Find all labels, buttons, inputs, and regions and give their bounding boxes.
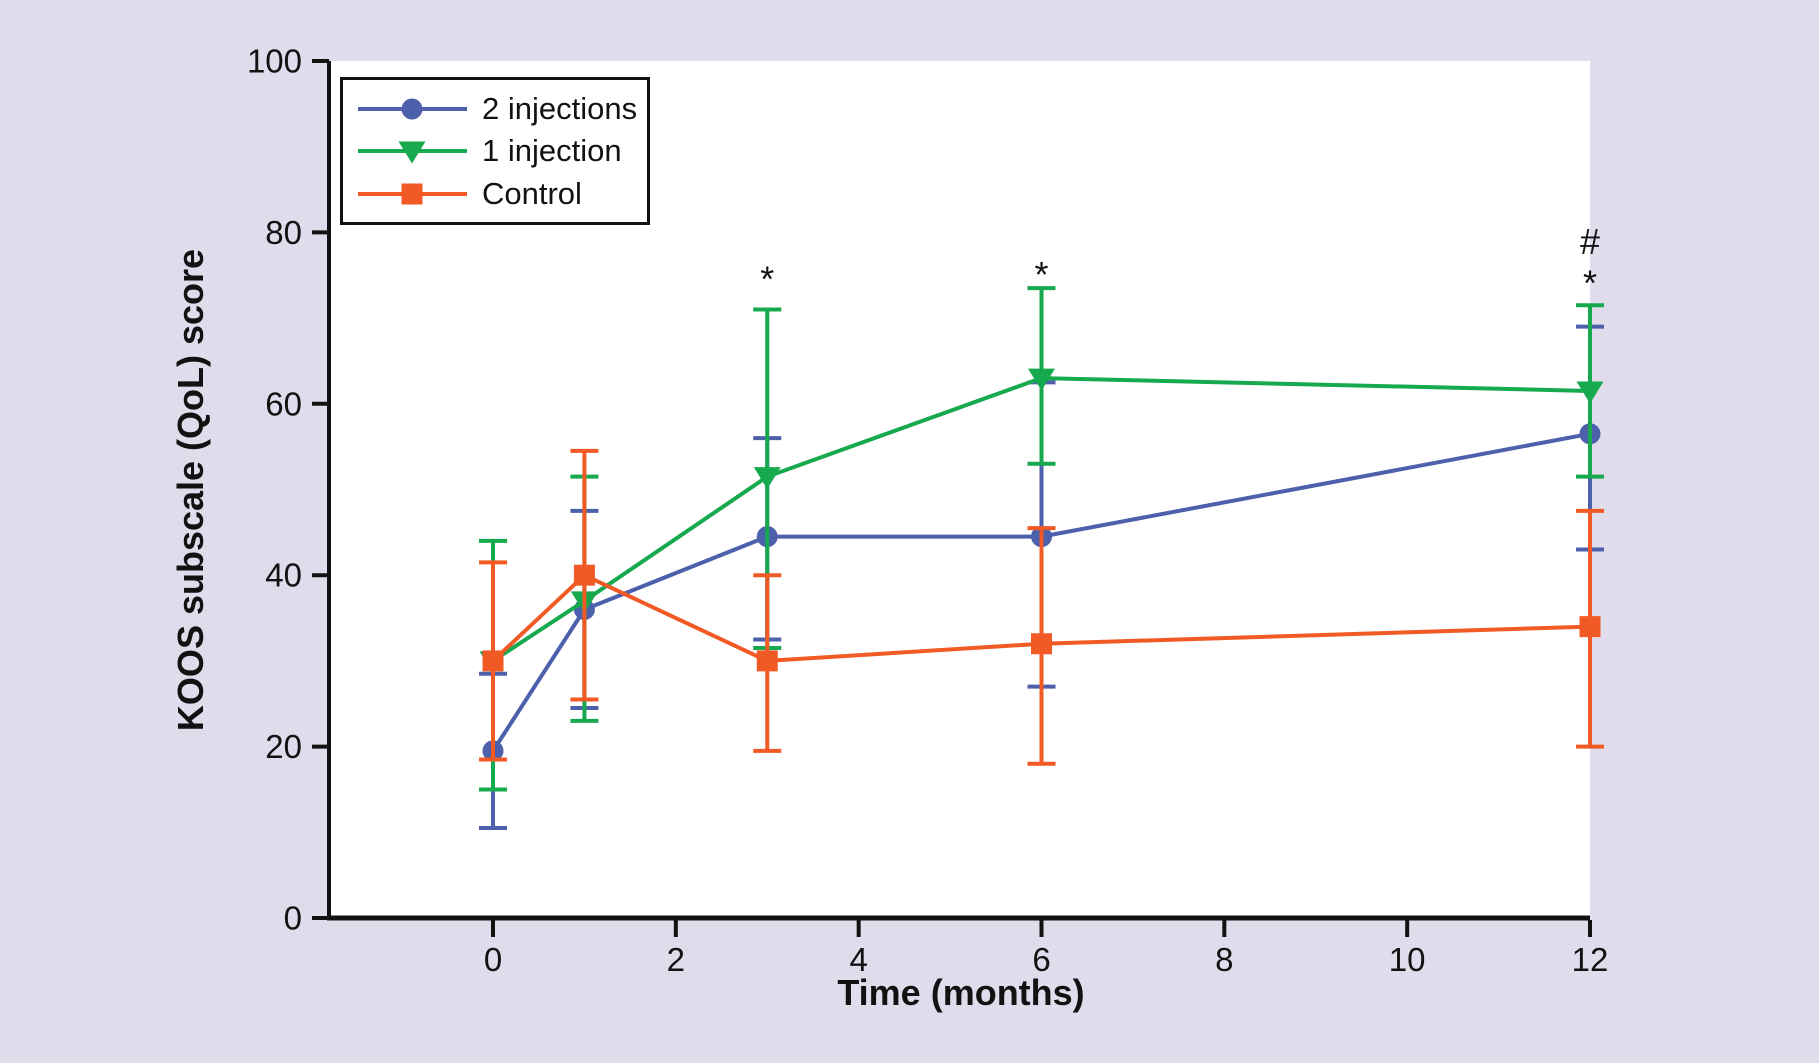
y-axis-title: KOOS subscale (QoL) score (170, 249, 211, 731)
marker-triangle-down (1028, 368, 1055, 391)
y-tick-label: 100 (247, 43, 302, 80)
legend-marker-2-injections-icon (358, 98, 467, 119)
legend: 2 injections 1 injection Control (340, 77, 650, 225)
legend-marker-control-icon (358, 183, 467, 204)
legend-marker-1-injection-icon (358, 141, 467, 164)
legend-label-control: Control (482, 175, 582, 211)
legend-item-1-injection: 1 injection (355, 133, 639, 169)
annotation-asterisk: * (1583, 263, 1597, 304)
x-tick-label: 4 (849, 941, 867, 978)
x-tick-label: 0 (484, 941, 502, 978)
legend-label-2-injections: 2 injections (482, 90, 638, 126)
x-tick-label: 2 (667, 941, 685, 978)
annotations-layer: * *#* (760, 221, 1600, 304)
marker-square (756, 650, 778, 672)
annotation-asterisk: * (760, 258, 774, 299)
marker-square (1579, 616, 1601, 638)
x-tick-label: 12 (1572, 941, 1609, 978)
marker-triangle-down (753, 467, 781, 490)
axes: 0 20 40 60 80 100 0 2 4 6 8 10 12 (247, 43, 1608, 979)
marker-square (1031, 633, 1052, 655)
legend-item-2-injections: 2 injections (355, 91, 639, 127)
marker-square (482, 650, 504, 672)
y-tick-label: 80 (265, 214, 302, 251)
marker-square (401, 183, 423, 204)
legend-label-1-injection: 1 injection (482, 133, 622, 168)
y-tick-label: 60 (265, 385, 302, 422)
marker-circle (401, 98, 423, 119)
series-layer (479, 286, 1604, 831)
annotation-asterisk: * (1034, 254, 1048, 295)
y-tick-label: 20 (265, 728, 302, 765)
marker-triangle-down (398, 141, 426, 164)
legend-item-control: Control (355, 176, 639, 212)
series-control (479, 448, 1604, 766)
x-axis-title: Time (months) (837, 972, 1084, 1013)
y-tick-label: 40 (265, 557, 302, 594)
y-tick-label: 0 (284, 900, 302, 937)
x-tick-label: 10 (1389, 941, 1426, 978)
x-tick-label: 6 (1032, 941, 1050, 978)
annotation-hash: # (1580, 221, 1600, 262)
marker-triangle-down (1576, 381, 1604, 404)
marker-square (573, 564, 595, 586)
x-tick-label: 8 (1215, 941, 1233, 978)
